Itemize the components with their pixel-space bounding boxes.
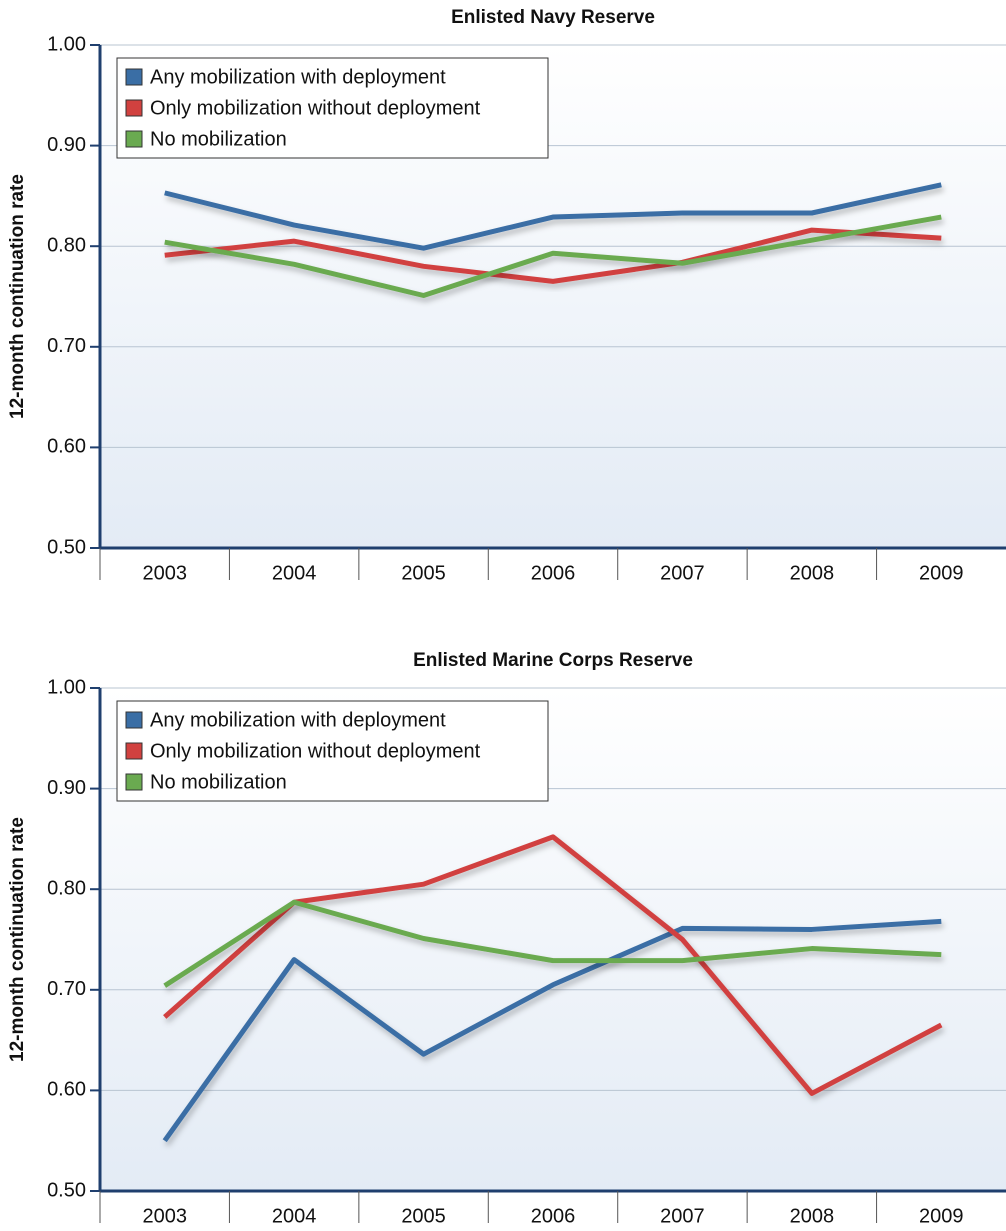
legend-label: Only mobilization without deployment [150,740,481,762]
x-tick-label: 2009 [919,1205,964,1226]
series-line [163,899,942,988]
legend-swatch [125,130,143,148]
chart: 0.50 0.60 0.70 0.80 0.90 1.00 2003 2004 2005 2006… [7,7,1006,584]
y-tick-label: 0.70 [47,335,86,357]
x-tick-label: 2003 [142,562,187,584]
legend-box [116,700,549,802]
legend-label: Any mobilization with deployment [150,709,446,731]
y-tick-label: 0.90 [47,777,86,799]
x-tick-label: 2008 [790,1205,835,1226]
y-tick-label: 0.80 [47,877,86,899]
y-tick-label: 0.50 [47,1179,86,1201]
legend-box [116,57,549,159]
legend-label: Any mobilization with deployment [150,66,446,88]
y-axis-title: 12-month continuation rate [7,174,28,419]
y-tick-label: 0.80 [47,234,86,256]
x-tick-label: 2007 [660,562,705,584]
legend-swatch [125,711,143,729]
y-tick-label: 0.90 [47,134,86,156]
x-tick-label: 2006 [531,1205,576,1226]
legend-swatch [125,68,143,86]
x-tick-label: 2009 [919,562,964,584]
x-tick-label: 2004 [272,1205,317,1226]
legend-swatch [125,742,143,760]
y-tick-label: 1.00 [47,676,86,698]
series-line [164,227,942,284]
x-tick-label: 2004 [272,562,317,584]
x-tick-label: 2008 [790,562,835,584]
series-line [162,918,942,1143]
series-line [164,182,942,251]
chart-title: Enlisted Navy Reserve [451,7,655,28]
legend-label: No mobilization [150,128,287,150]
y-tick-label: 0.60 [47,436,86,458]
y-axis-title: 12-month continuation rate [7,817,28,1062]
y-tick-label: 1.00 [47,33,86,55]
x-tick-label: 2007 [660,1205,705,1226]
x-tick-label: 2005 [401,1205,446,1226]
y-tick-label: 0.60 [47,1079,86,1101]
legend-label: Only mobilization without deployment [150,97,481,119]
legend-label: No mobilization [150,771,287,793]
x-tick-label: 2006 [531,562,576,584]
y-tick-label: 0.70 [47,978,86,1000]
chart: 0.50 0.60 0.70 0.80 0.90 1.00 2003 2004 2005 2006… [7,650,1006,1227]
series-line [164,214,942,298]
x-tick-label: 2005 [401,562,446,584]
chart-title: Enlisted Marine Corps Reserve [413,650,693,671]
y-tick-label: 0.50 [47,536,86,558]
x-tick-label: 2003 [142,1205,187,1226]
legend-swatch [125,99,143,117]
legend-swatch [125,773,143,791]
